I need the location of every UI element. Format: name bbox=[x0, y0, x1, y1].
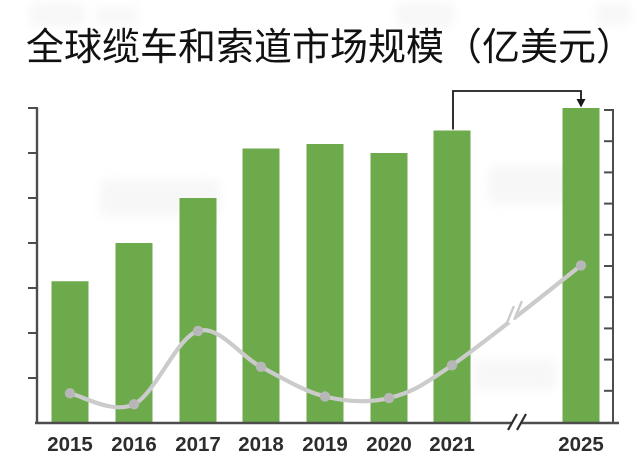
bar-2015 bbox=[51, 281, 89, 423]
x-label-2017: 2017 bbox=[175, 433, 221, 456]
x-label-2016: 2016 bbox=[111, 433, 157, 456]
arrow-head bbox=[576, 99, 586, 108]
bar-series bbox=[51, 108, 600, 423]
bar-2019 bbox=[306, 144, 344, 423]
x-axis-labels: 2015 2016 2017 2018 2019 2020 2021 2025 bbox=[47, 433, 604, 456]
x-label-2025: 2025 bbox=[558, 433, 604, 456]
marker-2021 bbox=[446, 360, 458, 371]
x-label-2015: 2015 bbox=[47, 433, 93, 456]
marker-2025 bbox=[575, 260, 587, 271]
x-axis-break-gap bbox=[508, 411, 526, 434]
chart-title: 全球缆车和索道市场规模（亿美元） bbox=[26, 27, 635, 69]
marker-2016 bbox=[128, 399, 140, 410]
line-break-slash bbox=[505, 305, 515, 326]
marker-2017 bbox=[192, 325, 204, 337]
trend-line-series bbox=[64, 260, 587, 410]
line-break-slash bbox=[513, 300, 523, 321]
marker-2015 bbox=[64, 388, 76, 399]
x-axis-break-slash bbox=[516, 413, 527, 431]
bar-2020 bbox=[370, 153, 408, 423]
line-break-gap bbox=[506, 301, 522, 325]
x-label-2020: 2020 bbox=[366, 433, 412, 456]
marker-2019 bbox=[319, 391, 331, 402]
marker-2020 bbox=[383, 392, 395, 404]
x-label-2019: 2019 bbox=[302, 433, 348, 456]
arrow-line bbox=[452, 90, 582, 130]
bar-2018 bbox=[242, 148, 280, 423]
marker-2018 bbox=[255, 361, 267, 373]
bar-2021 bbox=[433, 130, 471, 423]
x-label-2021: 2021 bbox=[429, 433, 475, 456]
bar-2017 bbox=[179, 198, 217, 423]
axis-break-marks bbox=[505, 300, 527, 434]
arrow-annotation bbox=[452, 90, 586, 130]
x-axis-break-slash bbox=[507, 413, 518, 431]
x-label-2018: 2018 bbox=[238, 433, 284, 456]
